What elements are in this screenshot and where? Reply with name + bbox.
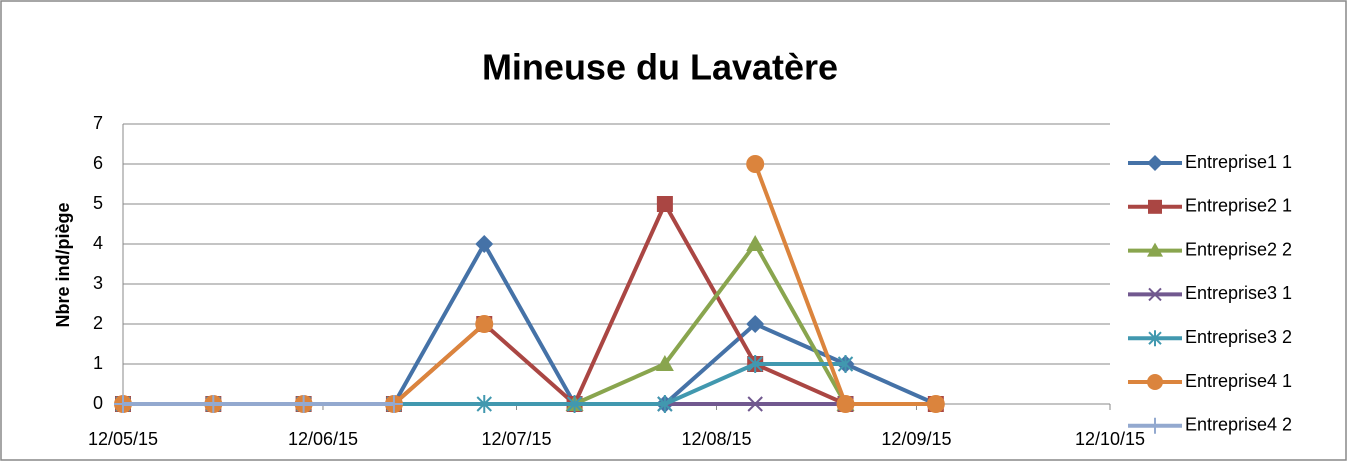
y-tick-label: 2 — [93, 313, 103, 333]
x-tick-label: 12/09/15 — [881, 429, 951, 449]
marker — [1148, 287, 1162, 302]
marker — [836, 395, 855, 413]
marker — [475, 235, 494, 253]
marker — [657, 395, 673, 413]
marker — [1147, 155, 1163, 171]
series-line — [573, 242, 848, 406]
marker — [1147, 242, 1163, 257]
y-axis-label: Nbre ind/piège — [53, 202, 73, 327]
marker — [926, 395, 945, 413]
y-tick-label: 4 — [93, 233, 103, 253]
x-tick-label: 12/08/15 — [681, 429, 751, 449]
marker — [1147, 417, 1163, 434]
marker — [747, 355, 763, 373]
marker — [1148, 330, 1162, 347]
marker — [1147, 374, 1163, 390]
y-tick-label: 5 — [93, 193, 103, 213]
x-tick-label: 12/07/15 — [481, 429, 551, 449]
legend-label: Entreprise2 1 — [1185, 196, 1292, 216]
y-tick-label: 7 — [93, 113, 103, 133]
marker — [294, 395, 313, 413]
x-tick-label: 12/06/15 — [288, 429, 358, 449]
y-tick-label: 6 — [93, 153, 103, 173]
legend-label: Entreprise1 1 — [1185, 152, 1292, 172]
y-tick-label: 0 — [93, 393, 103, 413]
chart-title: Mineuse du Lavatère — [482, 47, 838, 88]
legend-label: Entreprise3 1 — [1185, 283, 1292, 303]
marker — [656, 196, 673, 212]
marker — [114, 395, 132, 413]
y-tick-label: 3 — [93, 273, 103, 293]
marker — [746, 235, 765, 251]
x-tick-label: 12/10/15 — [1075, 429, 1145, 449]
marker — [476, 395, 492, 413]
y-tick-label: 1 — [93, 353, 103, 373]
legend-label: Entreprise4 1 — [1185, 371, 1292, 391]
legend-label: Entreprise4 2 — [1185, 415, 1292, 435]
marker — [747, 396, 763, 412]
marker — [384, 395, 403, 413]
marker — [746, 155, 765, 173]
legend-label: Entreprise3 2 — [1185, 327, 1292, 347]
marker — [655, 355, 674, 371]
marker — [1148, 199, 1162, 214]
marker — [204, 395, 223, 413]
marker — [566, 395, 583, 413]
legend-label: Entreprise2 2 — [1185, 239, 1292, 259]
marker — [837, 355, 854, 373]
marker — [475, 315, 494, 333]
x-tick-label: 12/05/15 — [88, 429, 158, 449]
marker — [746, 315, 765, 333]
